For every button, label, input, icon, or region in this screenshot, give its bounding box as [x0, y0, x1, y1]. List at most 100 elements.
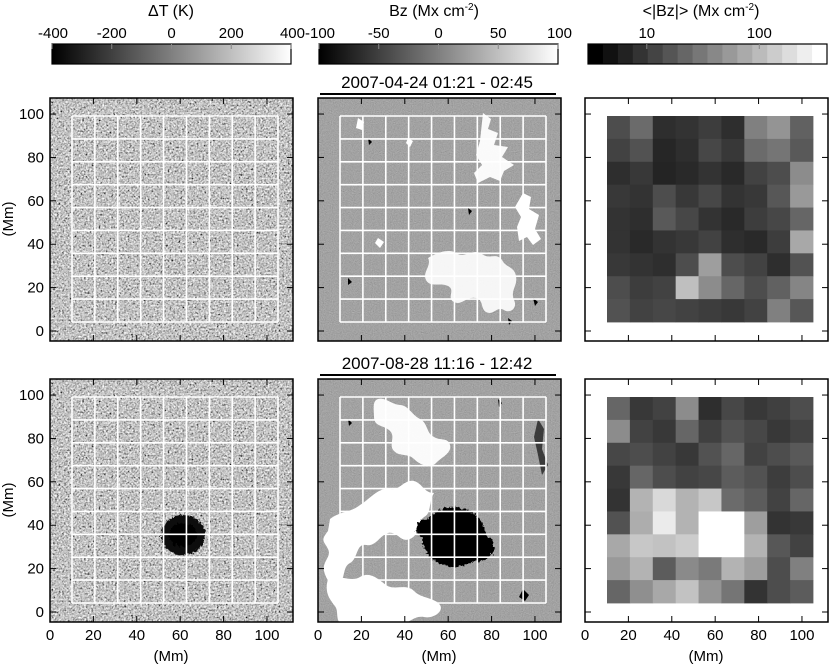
x-axis-label-col2: (Mm): [422, 648, 457, 664]
colorbar-step: [588, 44, 604, 64]
colorbar-tick-label: 0: [434, 25, 442, 42]
mean-field-cell: [607, 161, 631, 186]
mean-field-cell: [721, 465, 745, 489]
mean-field-cell: [721, 534, 745, 558]
x-tick-label: 80: [750, 627, 767, 644]
mean-field-cell: [652, 207, 677, 231]
y-tick-label: 40: [27, 236, 44, 253]
colorbar-bz: Bz (Mx cm-2) -100 -50 0 50 100: [305, 2, 572, 65]
mean-field-cell: [744, 397, 768, 421]
mean-field-cell: [675, 397, 699, 421]
mean-field-cell: [698, 207, 722, 231]
mean-field-cell: [675, 580, 699, 604]
mean-field-cell: [744, 465, 768, 489]
panel-row2-temperature: [49, 378, 294, 623]
mean-field-cell: [607, 138, 631, 163]
colorbar-step: [812, 44, 828, 64]
y-tick-label: 60: [27, 193, 44, 210]
mean-field-cell: [721, 488, 745, 512]
mean-field-cell: [607, 465, 631, 489]
colorbar-tick-label: -400: [38, 25, 68, 42]
mean-field-cell: [675, 161, 699, 186]
mean-field-cell: [629, 116, 654, 140]
x-tick-label: 0: [46, 627, 54, 644]
colorbar-step: [737, 44, 753, 64]
mean-field-cell: [790, 253, 814, 277]
panel-row1-temperature: [49, 97, 294, 342]
mean-field-cell: [675, 207, 699, 231]
panel-row1-mean-field: [584, 97, 829, 342]
mean-field-cell: [767, 442, 791, 467]
mean-field-cell: [721, 138, 745, 163]
colorbar-step: [707, 44, 723, 64]
mean-field-cell: [698, 253, 722, 277]
x-tick-label: 20: [85, 627, 102, 644]
colorbar-mean-abs-bz-steps: [588, 44, 828, 64]
mean-field-cell: [698, 534, 722, 558]
mean-field-cell: [790, 580, 814, 604]
mean-field-cell: [607, 488, 631, 512]
mean-field-cell: [698, 488, 722, 512]
mean-field-cell: [721, 161, 745, 186]
mean-field-cell: [629, 419, 654, 444]
mean-field-grid-row1: [607, 116, 814, 323]
mean-field-cell: [744, 138, 768, 163]
mean-field-cell: [607, 419, 631, 444]
mean-field-cell: [721, 184, 745, 208]
mean-field-cell: [744, 511, 768, 535]
mean-field-cell: [652, 397, 677, 421]
mean-field-cell: [675, 419, 699, 444]
mean-field-cell: [675, 276, 699, 300]
mean-field-cell: [652, 299, 677, 323]
x-tick-label: 80: [483, 627, 500, 644]
mean-field-cell: [721, 253, 745, 277]
mean-field-cell: [790, 397, 814, 421]
mean-field-cell: [607, 253, 631, 277]
colorbar-tick-label: 10: [638, 25, 655, 42]
mean-field-cell: [790, 207, 814, 231]
mean-field-cell: [744, 161, 768, 186]
mean-field-cell: [629, 442, 654, 467]
colorbar-tick-label: 400: [280, 25, 305, 42]
mean-field-cell: [698, 276, 722, 300]
mean-field-cell: [790, 511, 814, 535]
mean-field-cell: [721, 276, 745, 300]
mean-field-cell: [790, 161, 814, 186]
mean-field-cell: [629, 207, 654, 231]
mean-field-cell: [629, 397, 654, 421]
panel-row2-magnetogram: [317, 378, 562, 627]
mean-field-cell: [698, 138, 722, 163]
mean-field-cell: [767, 253, 791, 277]
row-2-date: 2007-08-28 11:16 - 12:42: [342, 354, 533, 373]
x-tick-label: 40: [663, 627, 680, 644]
mean-field-cell: [652, 465, 677, 489]
mean-field-cell: [607, 276, 631, 300]
mean-field-cell: [629, 230, 654, 254]
mean-field-cell: [790, 557, 814, 581]
x-tick-label: 60: [440, 627, 457, 644]
mean-field-cell: [675, 465, 699, 489]
y-tick-label: 40: [27, 517, 44, 534]
mean-field-cell: [652, 161, 677, 186]
mean-field-cell: [721, 230, 745, 254]
mean-field-cell: [744, 299, 768, 323]
mean-field-cell: [698, 116, 722, 140]
colorbar-tick-label: 100: [547, 25, 572, 42]
mean-field-cell: [790, 116, 814, 140]
mean-field-cell: [675, 511, 699, 535]
mean-field-cell: [607, 184, 631, 208]
mean-field-cell: [629, 511, 654, 535]
colorbar-step: [767, 44, 783, 64]
mean-field-cell: [652, 580, 677, 604]
panel-row2-mean-field: [584, 378, 829, 623]
mean-field-cell: [767, 184, 791, 208]
mean-field-cell: [744, 419, 768, 444]
mean-field-cell: [607, 397, 631, 421]
y-tick-label: 100: [19, 387, 44, 404]
mean-field-cell: [652, 230, 677, 254]
mean-field-cell: [744, 230, 768, 254]
mean-field-cell: [652, 253, 677, 277]
mean-field-grid-row2: [607, 397, 814, 604]
mean-field-cell: [629, 557, 654, 581]
y-tick-label: 80: [27, 430, 44, 447]
